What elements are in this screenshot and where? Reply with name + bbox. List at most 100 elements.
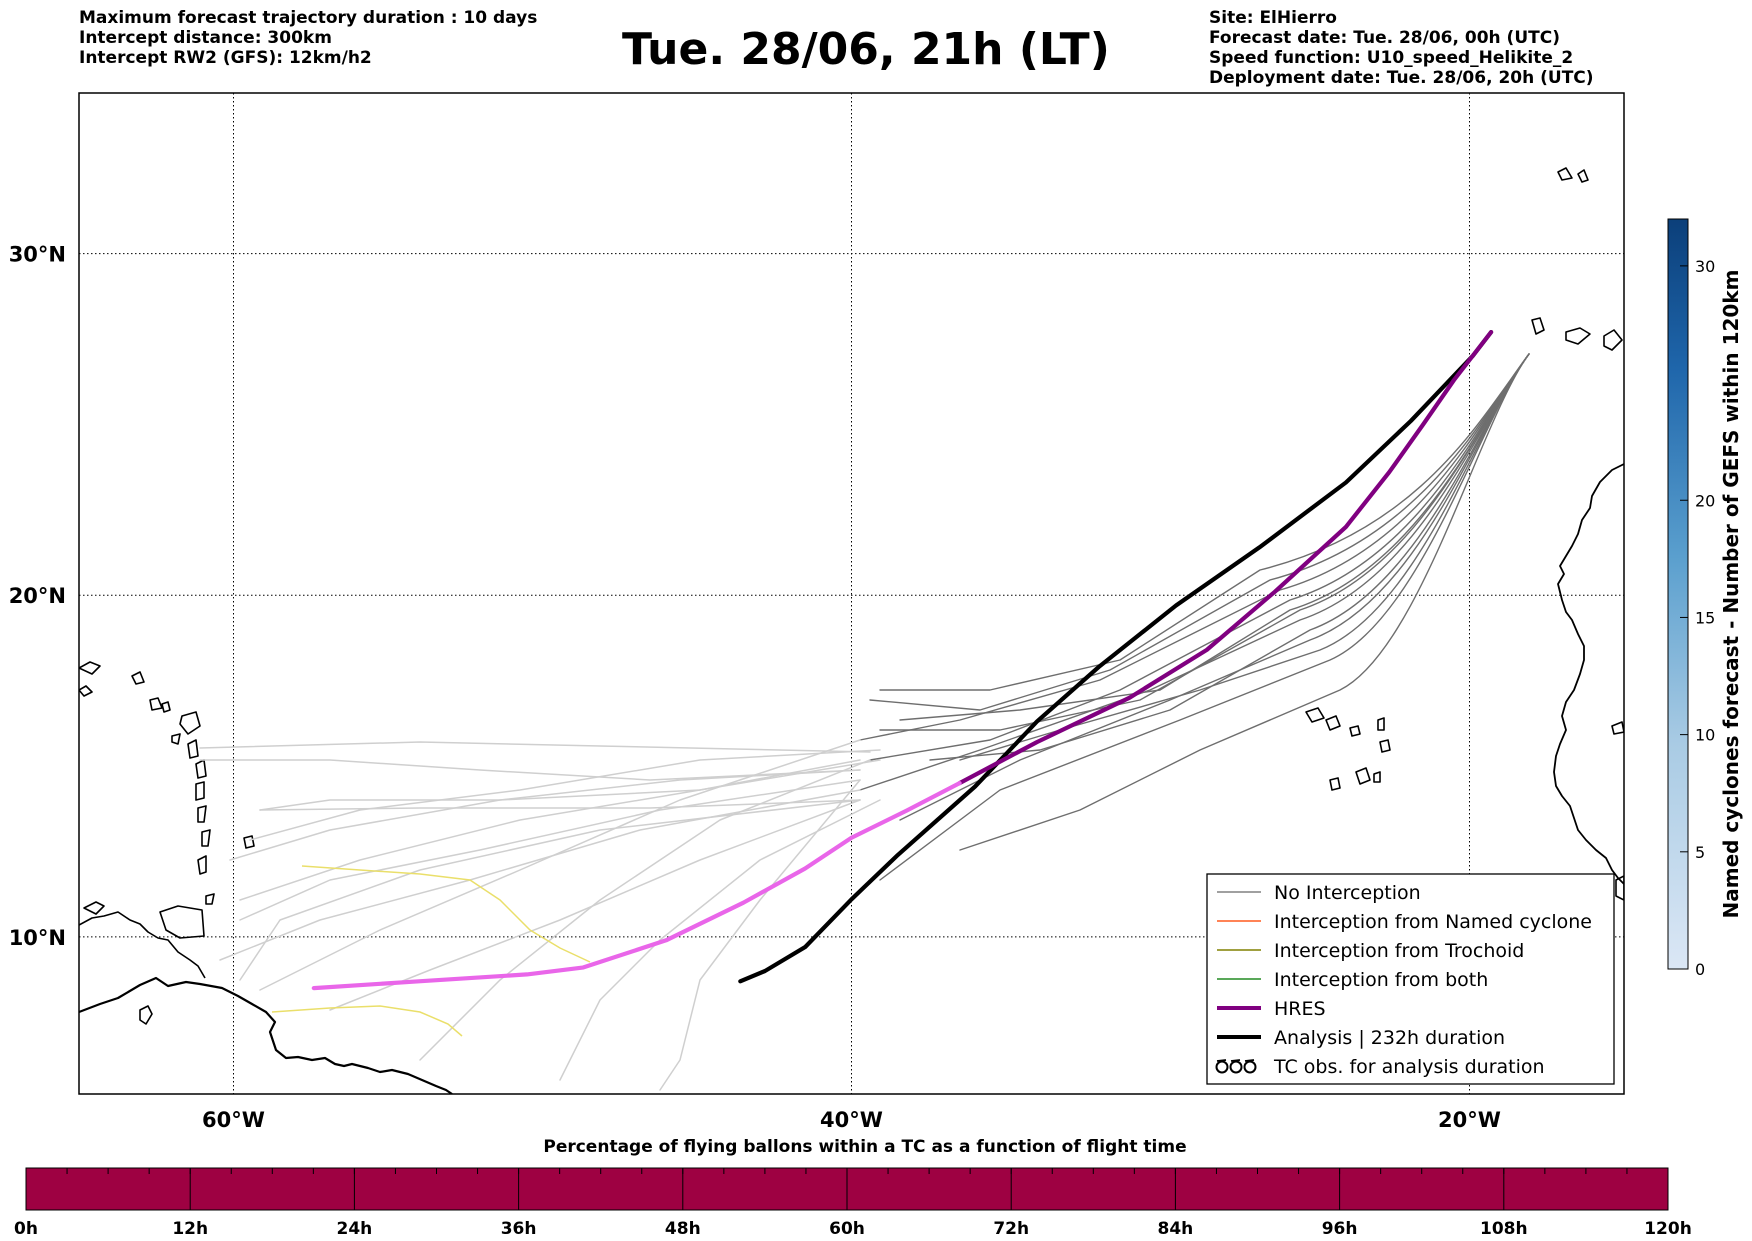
colorbar-tick-label: 30 <box>1695 257 1715 276</box>
canary-island <box>1531 317 1545 335</box>
longitude-labels: 60°W 40°W 20°W <box>202 1108 1501 1132</box>
lat-label: 30°N <box>9 243 66 267</box>
intercept-distance-text: Intercept distance: 300km <box>79 28 332 48</box>
extended-track <box>229 769 861 861</box>
lon-label: 40°W <box>820 1108 883 1132</box>
cape-verde-island <box>1379 739 1391 753</box>
lon-label: 20°W <box>1438 1108 1501 1132</box>
island <box>131 671 145 685</box>
cyclone-symbol-icon <box>1216 1059 1227 1062</box>
cape-verde-island <box>1329 777 1341 791</box>
ensemble-trajectories <box>199 353 1530 1091</box>
max-duration-text: Maximum forecast trajectory duration : 1… <box>79 8 538 28</box>
cyclone-track <box>301 865 591 963</box>
deployment-date-text: Deployment date: Tue. 28/06, 20h (UTC) <box>1209 68 1594 88</box>
no-interception-track <box>959 353 1530 851</box>
island <box>187 739 199 759</box>
colorbar-tick-label: 0 <box>1695 960 1705 979</box>
island <box>159 905 205 939</box>
cyclone-symbol-icon <box>1215 1060 1229 1074</box>
colorbar-tick-label: 20 <box>1695 491 1715 510</box>
legend-label: TC obs. for analysis duration <box>1273 1056 1545 1078</box>
cyclone-tracks <box>271 865 591 1037</box>
latitude-labels: 30°N 20°N 10°N <box>9 243 66 950</box>
cyclone-track <box>271 1005 463 1037</box>
map-frame <box>78 92 1625 1095</box>
series-hres <box>957 330 1494 786</box>
island <box>195 759 207 779</box>
legend-label: No Interception <box>1274 882 1421 904</box>
colorbar: 0 5 10 15 20 30 Named cyclones forecast - Num… <box>1667 218 1743 979</box>
island <box>179 711 201 735</box>
site-text: Site: ElHierro <box>1209 8 1337 28</box>
flight-time-tick-label: 12h <box>172 1219 208 1239</box>
legend-box <box>1206 873 1615 1085</box>
flight-time-tick-label: 108h <box>1480 1219 1528 1239</box>
flight-time-bar: Percentage of flying ballons within a TC… <box>14 1137 1692 1239</box>
page-title: Tue. 28/06, 21h (LT) <box>622 24 1110 75</box>
main-trajectories <box>311 330 1494 991</box>
lon-label: 60°W <box>202 1108 265 1132</box>
cape-verde-island <box>1349 725 1361 737</box>
legend-label: Interception from both <box>1274 969 1488 991</box>
no-interception-track <box>899 353 1530 721</box>
colorbar-ticks: 0 5 10 15 20 30 <box>1680 257 1715 979</box>
legend: No Interception Interception from Named c… <box>1206 873 1615 1085</box>
forecast-parameters: Site: ElHierro Forecast date: Tue. 28/06… <box>1209 8 1594 88</box>
lat-label: 10°N <box>9 926 66 950</box>
colorbar-gradient <box>1667 218 1689 970</box>
canary-island <box>1603 329 1623 351</box>
canary-island <box>1565 327 1591 345</box>
extended-track <box>659 779 861 1091</box>
extended-track <box>559 799 881 1081</box>
speed-function-text: Speed function: U10_speed_Helikite_2 <box>1209 48 1574 68</box>
extended-track <box>199 741 871 753</box>
island <box>171 733 181 745</box>
no-interception-track <box>879 353 1530 691</box>
island <box>79 661 101 675</box>
canary-island <box>1557 167 1573 181</box>
flight-time-tick-label: 60h <box>829 1219 865 1239</box>
island <box>79 685 93 697</box>
no-interception-track <box>929 353 1530 761</box>
coastlines <box>79 167 1624 1094</box>
island <box>195 781 205 801</box>
island <box>197 805 207 823</box>
extended-track <box>259 739 861 991</box>
island <box>1611 721 1624 735</box>
canary-island <box>1577 169 1589 183</box>
colorbar-tick-label: 10 <box>1695 726 1715 745</box>
extended-track <box>239 799 861 981</box>
flight-time-tick-label: 96h <box>1322 1219 1358 1239</box>
cyclone-symbol-icon <box>1230 1059 1241 1062</box>
intercept-rw2-text: Intercept RW2 (GFS): 12km/h2 <box>79 48 372 68</box>
series-hres-beyond-forecast-range <box>311 781 962 991</box>
legend-label: HRES <box>1274 998 1326 1020</box>
island <box>83 901 105 915</box>
colorbar-tick-label: 5 <box>1695 843 1705 862</box>
cyclone-symbol-icon <box>1244 1059 1255 1062</box>
forecast-date-text: Forecast date: Tue. 28/06, 00h (UTC) <box>1209 28 1560 48</box>
extended-track <box>239 759 861 901</box>
extended-track <box>249 749 881 841</box>
island <box>161 701 171 713</box>
cape-verde-island <box>1305 707 1325 723</box>
lat-label: 20°N <box>9 584 66 608</box>
island <box>201 829 211 847</box>
cape-verde-island <box>1377 717 1385 731</box>
caribbean-coast <box>79 911 206 979</box>
africa-coast <box>1553 463 1624 885</box>
colorbar-tick-label: 15 <box>1695 608 1715 627</box>
extended-track <box>199 759 861 781</box>
legend-label: Analysis | 232h duration <box>1274 1027 1505 1049</box>
flight-time-ticks: 0h 12h 24h 36h 48h 60h 72h 84h 96h 108h 120h <box>14 1168 1692 1239</box>
cape-verde-island <box>1355 767 1371 785</box>
series-analysis-232h-duration <box>738 330 1494 984</box>
cyclone-symbol-icon <box>1243 1060 1257 1074</box>
flight-time-tick-label: 24h <box>337 1219 373 1239</box>
cyclone-symbol-icon <box>1229 1060 1243 1074</box>
flight-time-bar-title: Percentage of flying ballons within a TC… <box>543 1137 1186 1157</box>
cape-verde-island <box>1325 715 1341 731</box>
island <box>1615 875 1624 901</box>
